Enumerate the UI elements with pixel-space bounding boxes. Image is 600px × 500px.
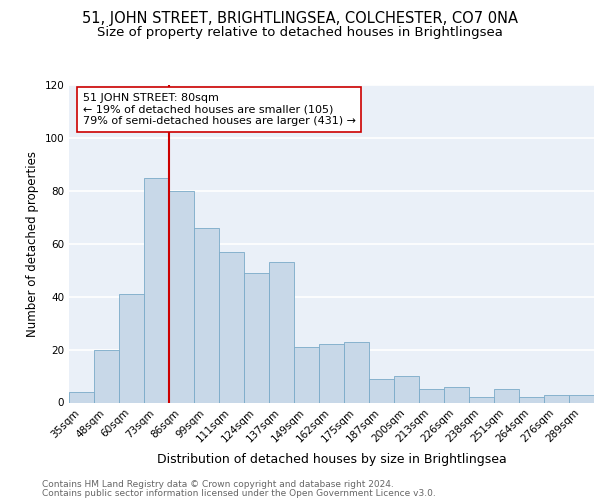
Bar <box>244 273 269 402</box>
Bar <box>469 397 494 402</box>
Bar <box>169 191 194 402</box>
X-axis label: Distribution of detached houses by size in Brightlingsea: Distribution of detached houses by size … <box>157 452 506 466</box>
Bar <box>194 228 219 402</box>
Text: Size of property relative to detached houses in Brightlingsea: Size of property relative to detached ho… <box>97 26 503 39</box>
Bar <box>394 376 419 402</box>
Bar <box>144 178 169 402</box>
Bar <box>69 392 94 402</box>
Bar <box>94 350 119 403</box>
Bar <box>494 390 519 402</box>
Bar <box>319 344 344 403</box>
Bar <box>369 378 394 402</box>
Text: 51 JOHN STREET: 80sqm
← 19% of detached houses are smaller (105)
79% of semi-det: 51 JOHN STREET: 80sqm ← 19% of detached … <box>83 93 356 126</box>
Bar <box>219 252 244 402</box>
Bar <box>444 386 469 402</box>
Bar <box>569 394 594 402</box>
Text: 51, JOHN STREET, BRIGHTLINGSEA, COLCHESTER, CO7 0NA: 51, JOHN STREET, BRIGHTLINGSEA, COLCHEST… <box>82 11 518 26</box>
Bar <box>344 342 369 402</box>
Y-axis label: Number of detached properties: Number of detached properties <box>26 151 39 337</box>
Bar <box>519 397 544 402</box>
Bar <box>419 390 444 402</box>
Bar <box>294 347 319 403</box>
Text: Contains public sector information licensed under the Open Government Licence v3: Contains public sector information licen… <box>42 489 436 498</box>
Bar <box>119 294 144 403</box>
Bar <box>269 262 294 402</box>
Bar <box>544 394 569 402</box>
Text: Contains HM Land Registry data © Crown copyright and database right 2024.: Contains HM Land Registry data © Crown c… <box>42 480 394 489</box>
